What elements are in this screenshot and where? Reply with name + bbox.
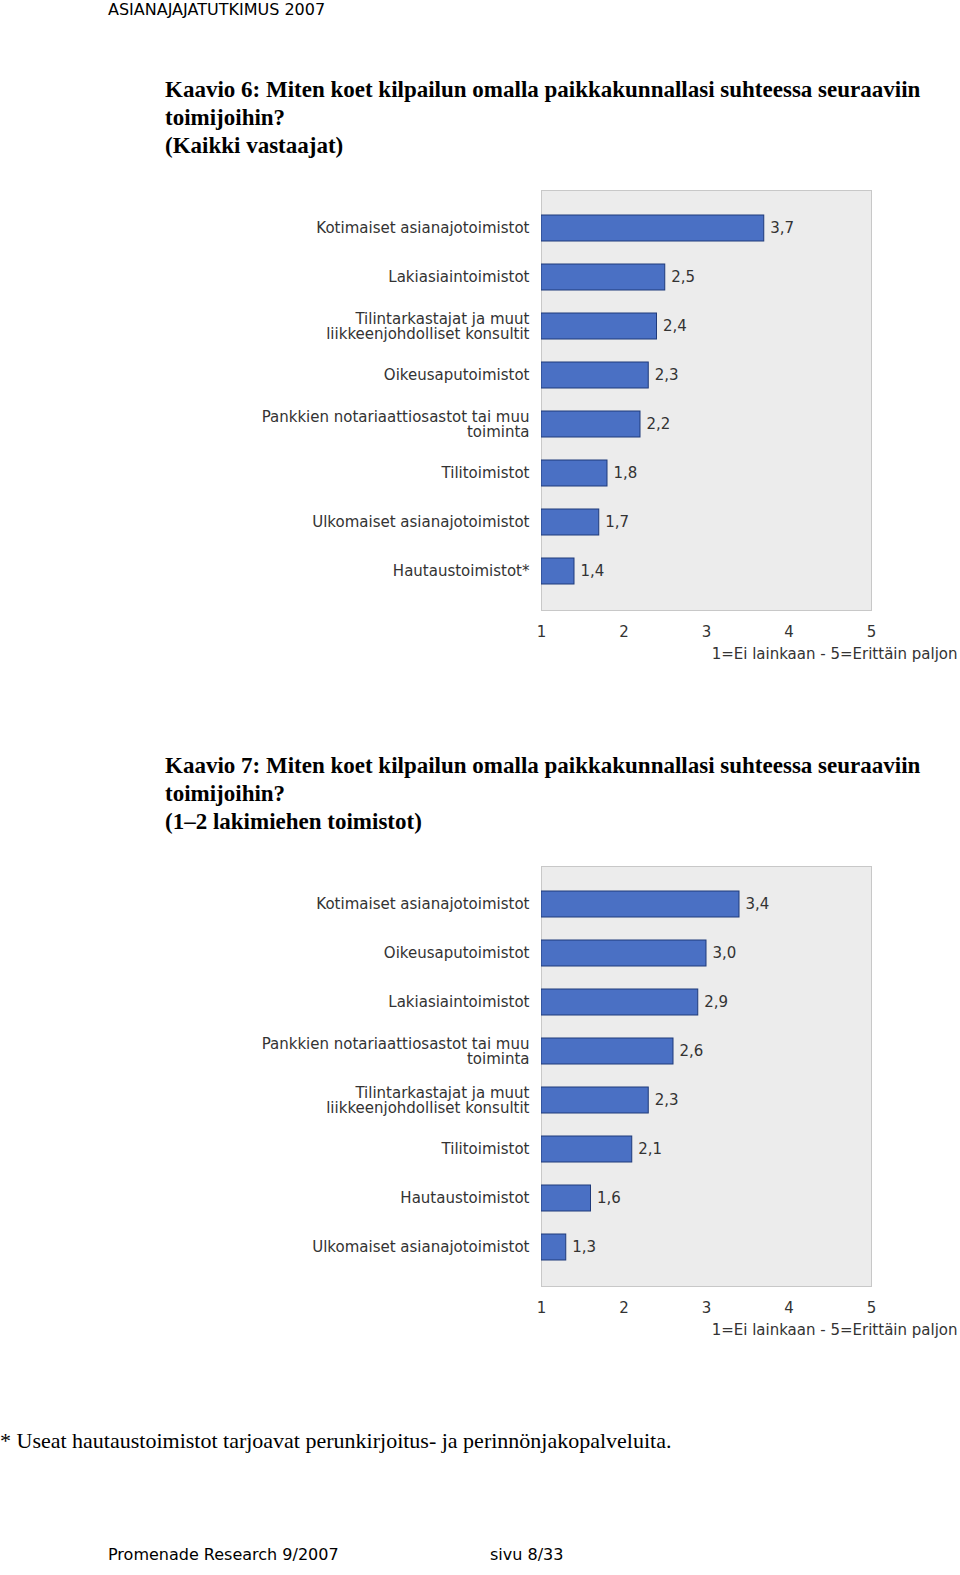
svg-text:4: 4 bbox=[784, 623, 794, 641]
svg-text:3: 3 bbox=[702, 1299, 712, 1317]
svg-text:Hautaustoimistot*: Hautaustoimistot* bbox=[393, 562, 530, 580]
html-text:(Kaikki vastaajat): (Kaikki vastaajat) bbox=[165, 133, 344, 158]
svg-text:Tilintarkastajat ja muutliikke: Tilintarkastajat ja muutliikkeenjohdolli… bbox=[326, 310, 529, 343]
svg-text:4: 4 bbox=[784, 1299, 794, 1317]
svg-text:1: 1 bbox=[537, 623, 547, 641]
svg-text:Oikeusaputoimistot: Oikeusaputoimistot bbox=[384, 366, 530, 384]
svg-text:2,4: 2,4 bbox=[663, 317, 687, 335]
svg-text:Ulkomaiset asianajotoimistot: Ulkomaiset asianajotoimistot bbox=[312, 513, 529, 531]
svg-text:1=Ei lainkaan - 5=Erittäin pal: 1=Ei lainkaan - 5=Erittäin paljon bbox=[712, 645, 958, 663]
svg-text:5: 5 bbox=[867, 1299, 877, 1317]
svg-text:Pankkien notariaattiosastot ta: Pankkien notariaattiosastot tai muutoimi… bbox=[262, 408, 530, 441]
svg-text:2,3: 2,3 bbox=[655, 366, 679, 384]
svg-text:2,9: 2,9 bbox=[704, 993, 728, 1011]
svg-text:Kotimaiset asianajotoimistot: Kotimaiset asianajotoimistot bbox=[316, 895, 529, 913]
svg-text:Kotimaiset asianajotoimistot: Kotimaiset asianajotoimistot bbox=[316, 219, 529, 237]
svg-text:2,3: 2,3 bbox=[655, 1091, 679, 1109]
svg-text:2,6: 2,6 bbox=[680, 1042, 704, 1060]
svg-text:2: 2 bbox=[619, 623, 629, 641]
html-text:sivu 8/33: sivu 8/33 bbox=[490, 1545, 564, 1564]
html-text:* Useat hautaustoimistot tarjo: * Useat hautaustoimistot tarjoavat perun… bbox=[0, 1428, 672, 1453]
svg-text:1,7: 1,7 bbox=[605, 513, 629, 531]
svg-text:Ulkomaiset asianajotoimistot: Ulkomaiset asianajotoimistot bbox=[312, 1238, 529, 1256]
svg-text:Tilitoimistot: Tilitoimistot bbox=[441, 1140, 530, 1158]
svg-text:2,5: 2,5 bbox=[671, 268, 695, 286]
svg-text:3,4: 3,4 bbox=[746, 895, 770, 913]
svg-text:2: 2 bbox=[619, 1299, 629, 1317]
svg-text:1,8: 1,8 bbox=[614, 464, 638, 482]
svg-text:1: 1 bbox=[537, 1299, 547, 1317]
svg-text:1=Ei lainkaan - 5=Erittäin pal: 1=Ei lainkaan - 5=Erittäin paljon bbox=[712, 1321, 958, 1339]
html-text:Kaavio 7: Miten koet kilpailun: Kaavio 7: Miten koet kilpailun omalla pa… bbox=[165, 753, 921, 806]
svg-text:Lakiasiaintoimistot: Lakiasiaintoimistot bbox=[388, 268, 529, 286]
html-text:ASIANAJAJATUTKIMUS 2007: ASIANAJAJATUTKIMUS 2007 bbox=[108, 0, 326, 19]
svg-text:3: 3 bbox=[702, 623, 712, 641]
svg-text:Tilitoimistot: Tilitoimistot bbox=[441, 464, 530, 482]
svg-text:1,6: 1,6 bbox=[597, 1189, 621, 1207]
svg-text:Oikeusaputoimistot: Oikeusaputoimistot bbox=[384, 944, 530, 962]
html-text:(1–2 lakimiehen toimistot): (1–2 lakimiehen toimistot) bbox=[165, 809, 422, 834]
svg-text:3,7: 3,7 bbox=[770, 219, 794, 237]
svg-text:Hautaustoimistot: Hautaustoimistot bbox=[400, 1189, 529, 1207]
html-text:Kaavio 6: Miten koet kilpailun: Kaavio 6: Miten koet kilpailun omalla pa… bbox=[165, 77, 921, 130]
svg-text:Tilintarkastajat ja muutliikke: Tilintarkastajat ja muutliikkeenjohdolli… bbox=[326, 1084, 529, 1117]
svg-text:2,1: 2,1 bbox=[638, 1140, 662, 1158]
svg-text:2,2: 2,2 bbox=[647, 415, 671, 433]
html-text:Promenade Research 9/2007: Promenade Research 9/2007 bbox=[108, 1545, 339, 1564]
svg-text:Pankkien notariaattiosastot ta: Pankkien notariaattiosastot tai muutoimi… bbox=[262, 1035, 530, 1068]
svg-text:5: 5 bbox=[867, 623, 877, 641]
svg-text:3,0: 3,0 bbox=[713, 944, 737, 962]
svg-text:1,3: 1,3 bbox=[572, 1238, 596, 1256]
svg-text:1,4: 1,4 bbox=[581, 562, 605, 580]
svg-text:Lakiasiaintoimistot: Lakiasiaintoimistot bbox=[388, 993, 529, 1011]
